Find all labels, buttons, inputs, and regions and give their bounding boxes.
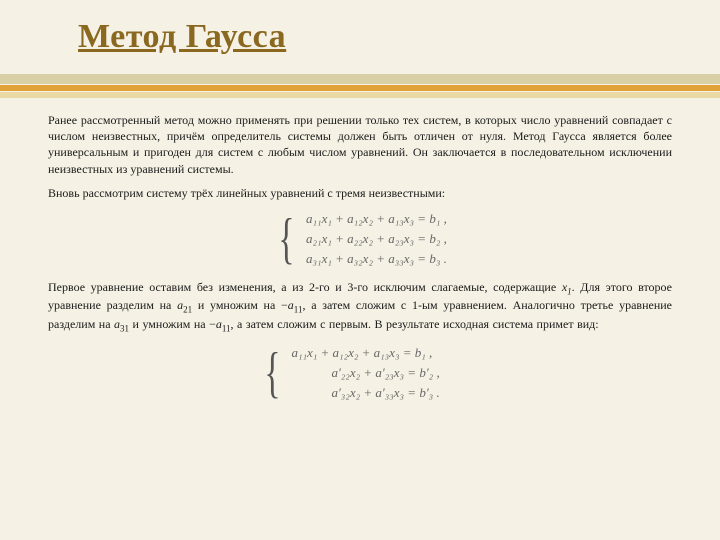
left-brace-icon: { [264, 352, 280, 394]
eq-row: a₂₁x₁ + a₂₂x₂ + a₂₃x₃ = b₂ , [306, 231, 447, 247]
equation-system-2: { a₁₁x₁ + a₁₂x₂ + a₁₃x₃ = b₁ , a′₂₂x₂ + … [48, 345, 672, 401]
page-title: Метод Гаусса [78, 18, 720, 56]
eq-row: a₁₁x₁ + a₁₂x₂ + a₁₃x₃ = b₁ , [291, 345, 461, 361]
paragraph-intro: Ранее рассмотренный метод можно применят… [48, 112, 672, 177]
eq-row: a₃₁x₁ + a₃₂x₂ + a₃₃x₃ = b₃ . [306, 251, 447, 267]
paragraph-lead: Вновь рассмотрим систему трёх линейных у… [48, 185, 672, 201]
eq-row: a₁₁x₁ + a₁₂x₂ + a₁₃x₃ = b₁ , [306, 211, 447, 227]
left-brace-icon: { [279, 218, 295, 260]
stripe-top [0, 74, 720, 84]
content-area: Ранее рассмотренный метод можно применят… [0, 98, 720, 401]
system2-rows: a₁₁x₁ + a₁₂x₂ + a₁₃x₃ = b₁ , a′₂₂x₂ + a′… [291, 345, 461, 401]
eq-row: a′₃₂x₂ + a′₃₃x₃ = b′₃ . [291, 385, 461, 401]
header-block: Метод Гаусса [0, 0, 720, 56]
stripe-middle [0, 85, 720, 91]
system1-rows: a₁₁x₁ + a₁₂x₂ + a₁₃x₃ = b₁ , a₂₁x₁ + a₂₂… [306, 211, 447, 267]
eq-row: a′₂₂x₂ + a′₂₃x₃ = b′₂ , [291, 365, 461, 381]
accent-stripe [0, 74, 720, 98]
equation-system-1: { a₁₁x₁ + a₁₂x₂ + a₁₃x₃ = b₁ , a₂₁x₁ + a… [48, 211, 672, 267]
paragraph-method: Первое уравнение оставим без изменения, … [48, 279, 672, 335]
